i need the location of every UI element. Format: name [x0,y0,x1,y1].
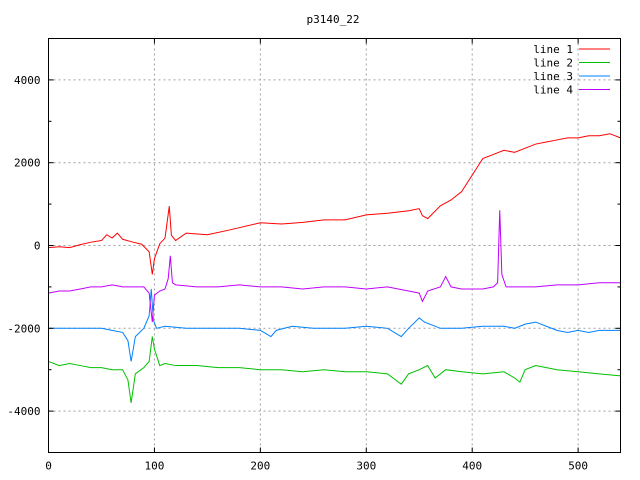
grid [48,38,621,453]
x-tick-label: 500 [568,460,588,473]
series-line-4 [48,210,621,323]
axis-ticks: 0 100 200 300 400 500 -4000 -2000 0 2000 4000 [7,38,621,473]
x-tick-label: 0 [45,460,52,473]
y-tick-label: 0 [34,240,41,253]
x-tick-label: 100 [144,460,164,473]
y-tick-label: -2000 [7,322,40,335]
legend-label-1: line 1 [533,43,573,56]
x-tick-label: 300 [356,460,376,473]
y-tick-label: 4000 [14,74,41,87]
y-tick-label: -4000 [7,405,40,418]
y-tick-label: 2000 [14,157,41,170]
series-group [48,133,621,403]
legend-label-3: line 3 [533,70,573,83]
series-line-1 [48,133,621,275]
x-tick-label: 200 [250,460,270,473]
legend-label-2: line 2 [533,57,573,70]
legend-label-4: line 4 [533,84,573,97]
x-tick-label: 400 [462,460,482,473]
series-line-2 [48,336,621,403]
series-line-3 [48,288,621,362]
chart-title: p3140_22 [307,13,360,26]
